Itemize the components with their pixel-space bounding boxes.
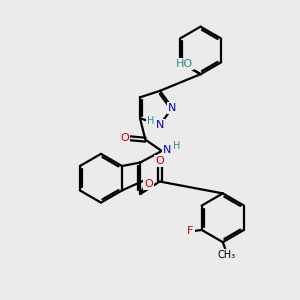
Text: H: H: [147, 116, 154, 126]
Text: O: O: [155, 156, 164, 166]
Text: F: F: [187, 226, 194, 236]
Text: O: O: [120, 133, 129, 143]
Text: O: O: [145, 178, 153, 189]
Text: CH₃: CH₃: [217, 250, 236, 260]
Text: N: N: [156, 120, 164, 130]
Text: HO: HO: [176, 59, 193, 69]
Text: H: H: [173, 141, 180, 151]
Text: N: N: [163, 145, 171, 155]
Text: N: N: [168, 103, 176, 113]
